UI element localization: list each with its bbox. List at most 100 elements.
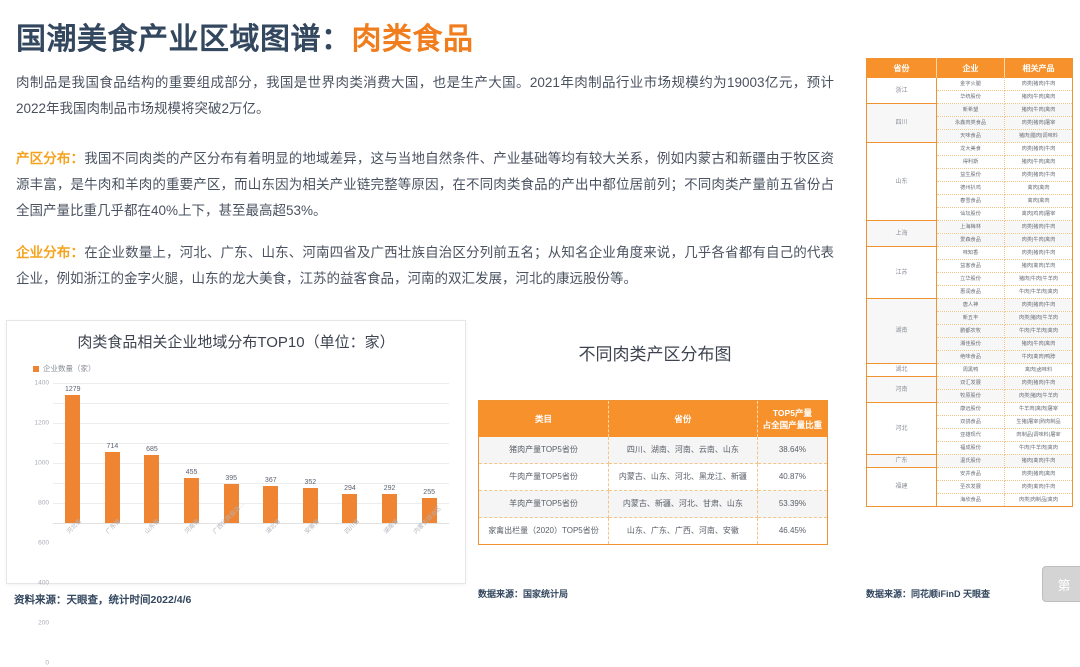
chart-bar[interactable]: [382, 493, 398, 523]
cell-related-products: 肉类|猪肉|牛肉: [1004, 220, 1073, 234]
chart-gridline: 600: [38, 463, 449, 547]
paragraph-company-text: 在企业数量上，河北、广东、山东、河南四省及广西壮族自治区分列前五名；从知名企业角…: [16, 245, 835, 286]
chart-x-label-slot: 河南省: [171, 518, 210, 538]
chart-plot-area: 0 200 400 600 800 1000 1200 1400 1279 714 685 455 39…: [35, 380, 449, 667]
table-row: 广东 温氏股份 猪肉|禽肉|牛肉: [866, 454, 1073, 468]
chart-gridline: 1400: [35, 380, 449, 387]
cell-related-products: 肉类|猪肉|牛肉: [1004, 246, 1073, 260]
cell-province: 河北: [866, 402, 938, 455]
cell-company: 双鸽食品: [936, 415, 1005, 429]
col-related-products: 相关产品: [1004, 58, 1073, 78]
table-row: 山东 龙大美食 肉类|猪肉|牛肉: [866, 142, 1073, 221]
table-row: 得利斯 猪肉|牛肉|禽肉: [867, 155, 1073, 169]
cell-category: 牛肉产量TOP5省份: [478, 463, 609, 491]
table-row: 湘佳股份 猪肉|牛肉|禽肉: [867, 337, 1073, 351]
cell-related-products: 猪肉|牛肉|禽肉: [1004, 90, 1073, 104]
col-company: 企业: [936, 58, 1005, 78]
chart-bar-group[interactable]: 685: [132, 383, 172, 523]
chart-bar[interactable]: [184, 477, 200, 523]
chart-bar[interactable]: [263, 486, 279, 523]
cell-province: 浙江: [866, 78, 938, 104]
chart-bar[interactable]: [421, 497, 437, 523]
chart-bar[interactable]: [144, 454, 160, 523]
cell-company: 亚雄现代: [936, 428, 1005, 442]
chart-x-label-slot: 湖北省: [252, 518, 291, 538]
cell-related-products: 肉类|牛肉|禽肉: [1004, 233, 1073, 247]
chart-bar[interactable]: [302, 487, 318, 523]
table-row: 春雪食品 禽肉|禽肉: [867, 194, 1073, 208]
cell-related-products: 牛羊肉|禽肉|屠宰: [1004, 402, 1073, 416]
chart-bar-group[interactable]: 714: [93, 383, 133, 523]
chart-y-tick: 600: [38, 539, 49, 547]
table-row: 新五丰 肉类|猪肉|牛羊肉: [867, 311, 1073, 325]
cell-related-products: 肉类|猪肉|牛肉: [1004, 142, 1073, 156]
cell-related-products: 牛肉|禽肉|鸭脖: [1004, 350, 1073, 364]
chart-bar-group[interactable]: 1279: [53, 383, 93, 523]
cell-company: 益生股份: [936, 168, 1005, 182]
table-row: 华统股份 猪肉|牛肉|禽肉: [867, 90, 1073, 104]
chart-bar-value: 685: [146, 445, 158, 453]
cell-company: 永鑫肉类食品: [936, 116, 1005, 130]
cell-related-products: 禽肉|禽肉: [1004, 181, 1073, 195]
chart-y-tick: 0: [45, 659, 49, 667]
cell-related-products: 猪肉|禽肉|羊肉: [1004, 259, 1073, 273]
chart-bar[interactable]: [342, 493, 358, 523]
table-row: 河北 康远股份 牛羊肉|禽肉|屠宰: [866, 402, 1073, 455]
chart-bar-group[interactable]: 395: [211, 383, 251, 523]
chart-x-label-slot: 内蒙古自治区: [410, 506, 449, 538]
cell-province: 湖北: [866, 363, 938, 377]
cell-company: 圣农发展: [936, 480, 1005, 494]
chart-y-tick: 800: [38, 499, 49, 507]
chart-bar-value: 367: [264, 477, 277, 485]
chart-title: 肉类食品相关企业地域分布TOP10（单位：家）: [77, 334, 395, 351]
chart-gridline: 1000: [35, 423, 449, 467]
cell-related-products: 肉类|猪肉|牛肉: [1004, 168, 1073, 182]
table-row: 永鑫肉类食品 肉类|猪肉|屠宰: [867, 116, 1073, 130]
cell-company: 新五丰: [936, 311, 1005, 325]
meat-production-table: 类目 省份 TOP5产量 占全国产量比重 猪肉产量TOP5省份 四川、湖南、河南、…: [478, 400, 828, 545]
cell-provinces: 内蒙古、新疆、河北、甘肃、山东: [608, 490, 758, 518]
chart-bar[interactable]: [104, 451, 120, 523]
page-number-badge[interactable]: 第: [1042, 566, 1080, 602]
chart-bar-group[interactable]: 255: [409, 383, 449, 523]
chart-gridline: 800: [38, 443, 449, 507]
cell-company: 仙坛股份: [936, 207, 1005, 221]
cell-company: 立华股份: [936, 272, 1005, 286]
cell-related-products: 猪肉|牛肉|牛羊肉: [1004, 272, 1073, 286]
chart-bar[interactable]: [65, 395, 81, 523]
cell-related-products: 生猪|屠宰|熟肉制品: [1004, 415, 1073, 429]
chart-bar-group[interactable]: 292: [370, 383, 410, 523]
table-row: 爱森食品 肉类|牛肉|禽肉: [867, 233, 1073, 247]
cell-related-products: 肉类|猪肉|牛肉: [1004, 376, 1073, 390]
table-row: 家禽出栏量（2020）TOP5省份 山东、广东、广西、河南、安徽 46.45%: [478, 517, 828, 545]
table-row: 牧原股份 肉类|猪肉|牛羊肉: [867, 389, 1073, 403]
chart-legend: 企业数量（家）: [33, 363, 96, 374]
cell-related-products: 肉类|猪肉|牛肉: [1004, 78, 1073, 91]
table-row: 江苏 味知香 肉类|猪肉|牛肉: [866, 246, 1073, 299]
table-row: 牛肉产量TOP5省份 内蒙古、山东、河北、黑龙江、新疆 40.87%: [478, 463, 828, 491]
col-category: 类目: [478, 400, 609, 437]
table-row: 惠润食品 牛肉|牛羊肉|禽肉: [867, 285, 1073, 299]
cell-province: 江苏: [866, 246, 938, 299]
chart-y-tick: 1000: [34, 459, 49, 467]
chart-bar[interactable]: [223, 483, 239, 523]
bar-chart-card: 肉类食品相关企业地域分布TOP10（单位：家） 企业数量（家） 0 200 400 6…: [6, 320, 466, 667]
right-section-source-note: 数据来源：同花顺iFinD 天眼查: [866, 589, 990, 599]
col-province: 省份: [866, 58, 938, 78]
cell-related-products: 肉制品|调味料|屠宰: [1004, 428, 1073, 442]
cell-province: 四川: [866, 103, 938, 143]
cell-related-products: 肉类|猪肉|牛羊肉: [1004, 389, 1073, 403]
chart-bar-group[interactable]: 455: [172, 383, 212, 523]
chart-x-label-slot: 河北省: [53, 518, 92, 538]
chart-gridline: 1200: [35, 403, 449, 427]
cell-company: 鹏都农牧: [936, 324, 1005, 338]
chart-x-label-slot: 广东省: [92, 518, 131, 538]
chart-bar-group[interactable]: 352: [291, 383, 331, 523]
chart-bar-group[interactable]: 294: [330, 383, 370, 523]
table-row: 立华股份 猪肉|牛肉|牛羊肉: [867, 272, 1073, 286]
cell-related-products: 肉类|禽肉|牛肉: [1004, 480, 1073, 494]
chart-bar-group[interactable]: 367: [251, 383, 291, 523]
cell-related-products: 肉类|猪肉|牛肉: [1004, 298, 1073, 312]
chart-y-tick: 1200: [34, 419, 49, 427]
cell-province: 山东: [866, 142, 938, 221]
